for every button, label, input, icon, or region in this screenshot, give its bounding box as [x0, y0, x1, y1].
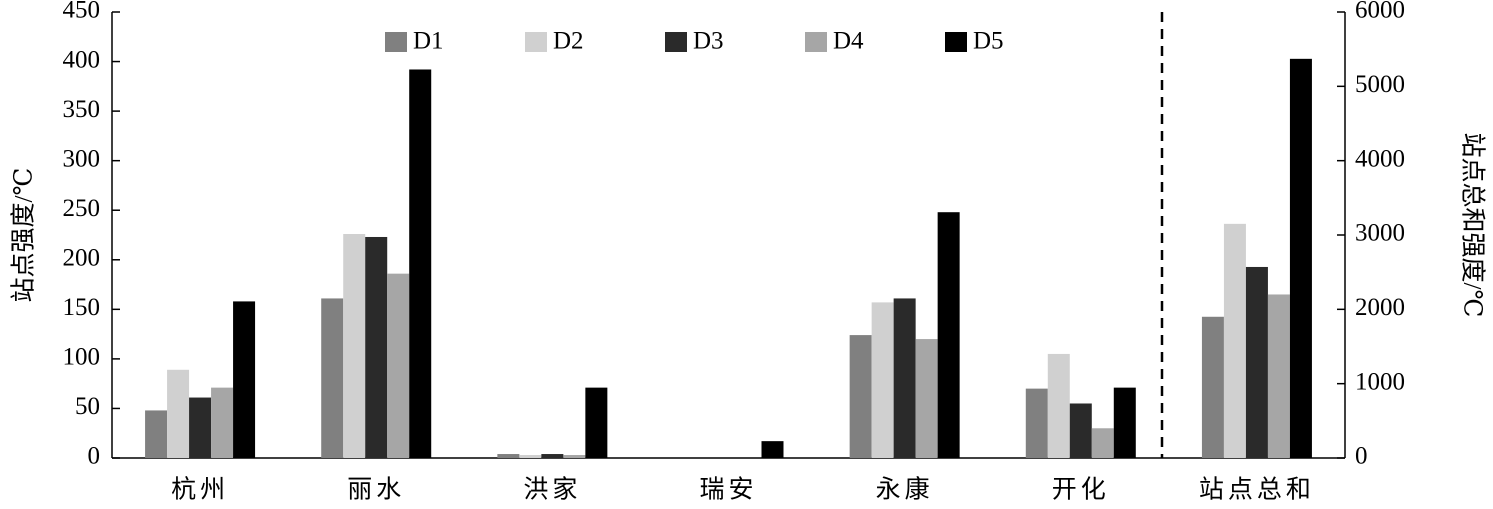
x-tick-label: 站点总和	[1199, 476, 1315, 504]
y2-tick-label: 3000	[1355, 220, 1405, 247]
bar	[1245, 266, 1268, 458]
bar	[1223, 223, 1246, 458]
bar	[541, 454, 564, 458]
legend-swatch	[385, 32, 407, 52]
legend-swatch	[525, 32, 547, 52]
y-tick-label: 150	[63, 294, 101, 321]
bar	[1069, 403, 1092, 458]
bar	[211, 387, 234, 458]
y-tick-label: 400	[63, 46, 101, 73]
bar	[365, 236, 388, 458]
y-tick-label: 350	[63, 96, 101, 123]
bar	[1025, 388, 1048, 458]
bar	[387, 273, 410, 458]
bar	[937, 212, 960, 458]
bar	[871, 302, 894, 458]
legend-swatch	[945, 32, 967, 52]
bar	[519, 455, 542, 458]
x-tick-label: 杭州	[171, 476, 229, 504]
bar	[145, 410, 168, 458]
bar	[585, 387, 608, 458]
bar	[849, 335, 872, 458]
legend-label: D3	[693, 28, 724, 55]
bar	[321, 298, 344, 458]
x-tick-label: 永康	[876, 476, 934, 504]
legend-label: D1	[413, 28, 444, 55]
y-tick-label: 450	[63, 0, 101, 24]
bar	[167, 369, 190, 458]
bar	[1047, 353, 1070, 458]
bar	[233, 301, 256, 458]
bar	[409, 69, 432, 459]
x-tick-label: 开化	[1052, 476, 1110, 504]
bar	[1113, 387, 1136, 458]
y-tick-label: 100	[63, 344, 101, 371]
y2-tick-label: 0	[1355, 443, 1368, 470]
y-tick-label: 0	[88, 443, 101, 470]
y2-tick-label: 2000	[1355, 294, 1405, 321]
bar	[1091, 428, 1114, 458]
x-tick-label: 洪家	[523, 476, 581, 504]
bar	[915, 339, 938, 458]
legend-swatch	[805, 32, 827, 52]
bar	[1201, 316, 1224, 458]
bar	[189, 397, 212, 458]
legend-label: D5	[973, 28, 1004, 55]
bar	[1267, 294, 1290, 458]
y2-tick-label: 1000	[1355, 368, 1405, 395]
y2-axis-label: 站点总和强度/℃	[1458, 133, 1486, 318]
bar	[497, 454, 520, 458]
y2-tick-label: 4000	[1355, 145, 1405, 172]
y-tick-label: 300	[63, 145, 101, 172]
bar	[343, 234, 366, 458]
y2-tick-label: 6000	[1355, 0, 1405, 24]
legend-label: D2	[553, 28, 584, 55]
x-tick-label: 瑞安	[699, 476, 757, 504]
y2-tick-label: 5000	[1355, 71, 1405, 98]
y-tick-label: 250	[63, 195, 101, 222]
bar	[761, 441, 784, 458]
bar	[893, 298, 916, 458]
x-tick-label: 丽水	[347, 476, 405, 504]
y-tick-label: 200	[63, 245, 101, 272]
legend-swatch	[665, 32, 687, 52]
y-tick-label: 50	[75, 393, 100, 420]
y-axis-label: 站点强度/℃	[10, 168, 38, 303]
bar	[1289, 58, 1312, 459]
bar	[563, 455, 586, 458]
legend-label: D4	[833, 28, 864, 55]
